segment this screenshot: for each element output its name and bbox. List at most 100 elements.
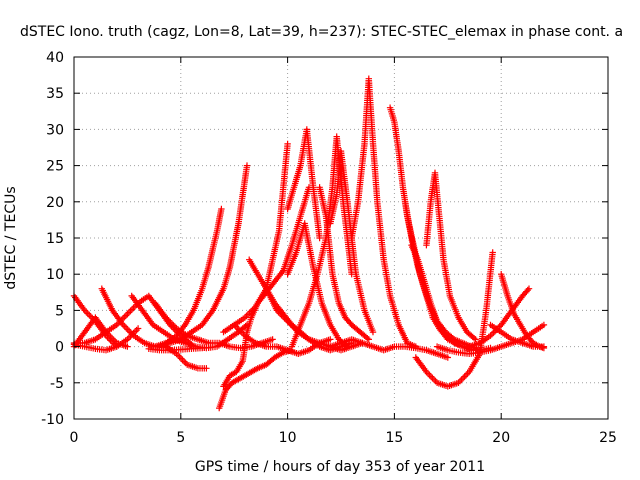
data-point xyxy=(205,344,212,351)
y-tick-label: 15 xyxy=(46,231,64,247)
data-point xyxy=(461,373,468,380)
y-tick-label: 0 xyxy=(55,340,64,356)
series-track xyxy=(433,321,548,357)
series-track xyxy=(487,321,548,350)
data-point xyxy=(243,162,251,169)
data-point xyxy=(424,370,432,377)
data-point xyxy=(203,365,210,372)
data-point xyxy=(124,310,131,318)
x-tick-label: 20 xyxy=(492,430,510,446)
data-point xyxy=(327,336,334,343)
data-point xyxy=(164,316,171,323)
y-tick-label: 5 xyxy=(55,303,64,319)
data-point xyxy=(462,371,470,379)
data-point xyxy=(540,321,548,329)
data-point xyxy=(128,306,136,313)
data-point xyxy=(241,314,249,321)
y-tick-label: 25 xyxy=(46,159,64,175)
data-point xyxy=(130,304,137,311)
data-point xyxy=(176,353,183,361)
x-tick-label: 0 xyxy=(70,430,79,446)
data-point xyxy=(524,286,531,294)
series-track xyxy=(348,75,419,350)
y-tick-label: 10 xyxy=(46,267,64,283)
data-point xyxy=(365,336,372,343)
x-tick-label: 25 xyxy=(599,430,617,446)
data-point xyxy=(284,318,291,325)
data-point xyxy=(287,321,294,328)
data-point xyxy=(316,234,323,242)
data-point xyxy=(127,307,134,315)
data-point xyxy=(129,331,136,338)
series-track xyxy=(231,140,291,329)
data-point xyxy=(177,355,185,362)
data-point xyxy=(122,312,130,319)
x-axis-title: GPS time / hours of day 353 of year 2011 xyxy=(195,459,485,475)
data-point xyxy=(124,343,131,350)
data-point xyxy=(104,330,111,337)
series-track xyxy=(156,162,251,350)
data-point xyxy=(84,310,91,317)
data-point xyxy=(487,332,494,339)
data-point xyxy=(525,285,533,292)
y-tick-label: -5 xyxy=(50,376,64,392)
y-axis-title: dSTEC / TECUs xyxy=(3,186,19,289)
x-tick-label: 5 xyxy=(176,430,185,446)
series-track xyxy=(327,336,451,361)
data-point xyxy=(110,336,117,344)
data-point xyxy=(170,322,177,329)
chart-title: dSTEC Iono. truth (cagz, Lon=8, Lat=39, … xyxy=(20,24,623,40)
grid xyxy=(74,57,608,419)
x-tick-label: 10 xyxy=(279,430,297,446)
data-point xyxy=(133,326,140,334)
data-point xyxy=(237,327,244,335)
data-point xyxy=(427,373,435,380)
series-track xyxy=(216,347,296,412)
series-track xyxy=(70,314,131,350)
series-track xyxy=(386,104,462,348)
data-point xyxy=(240,331,247,338)
series-track xyxy=(423,169,479,343)
data-point xyxy=(430,376,438,383)
y-tick-label: 35 xyxy=(46,86,64,102)
series-track xyxy=(466,285,533,350)
data-point xyxy=(247,308,255,315)
data-point xyxy=(290,324,297,331)
data-point xyxy=(472,336,479,343)
data-point xyxy=(459,374,467,382)
data-point xyxy=(180,323,188,330)
series-track xyxy=(284,126,323,242)
series-track xyxy=(284,220,351,350)
data-point xyxy=(540,343,548,350)
y-tick-label: -10 xyxy=(41,412,64,428)
series-track xyxy=(98,285,210,372)
data-point xyxy=(284,140,291,148)
data-point xyxy=(470,335,478,342)
data-point xyxy=(174,352,182,359)
data-point xyxy=(444,354,451,361)
series-track xyxy=(152,205,225,350)
data-point xyxy=(344,343,351,350)
data-point xyxy=(364,335,371,342)
data-point xyxy=(369,328,377,336)
data-point xyxy=(134,325,142,332)
data-point xyxy=(107,333,114,340)
data-point xyxy=(458,376,465,383)
data-point xyxy=(218,205,225,213)
series-track xyxy=(412,249,496,390)
data-point xyxy=(181,358,188,365)
data-point xyxy=(86,311,93,319)
data-point xyxy=(278,311,285,319)
data-point xyxy=(429,374,436,382)
data-points xyxy=(70,75,548,412)
y-tick-label: 30 xyxy=(46,122,64,138)
data-point xyxy=(426,371,433,379)
y-tick-label: 40 xyxy=(46,50,64,66)
data-point xyxy=(278,268,286,276)
series-track xyxy=(327,147,377,336)
data-point xyxy=(124,326,131,333)
data-point xyxy=(83,308,90,316)
data-point xyxy=(234,324,241,332)
x-tick-label: 15 xyxy=(385,430,403,446)
